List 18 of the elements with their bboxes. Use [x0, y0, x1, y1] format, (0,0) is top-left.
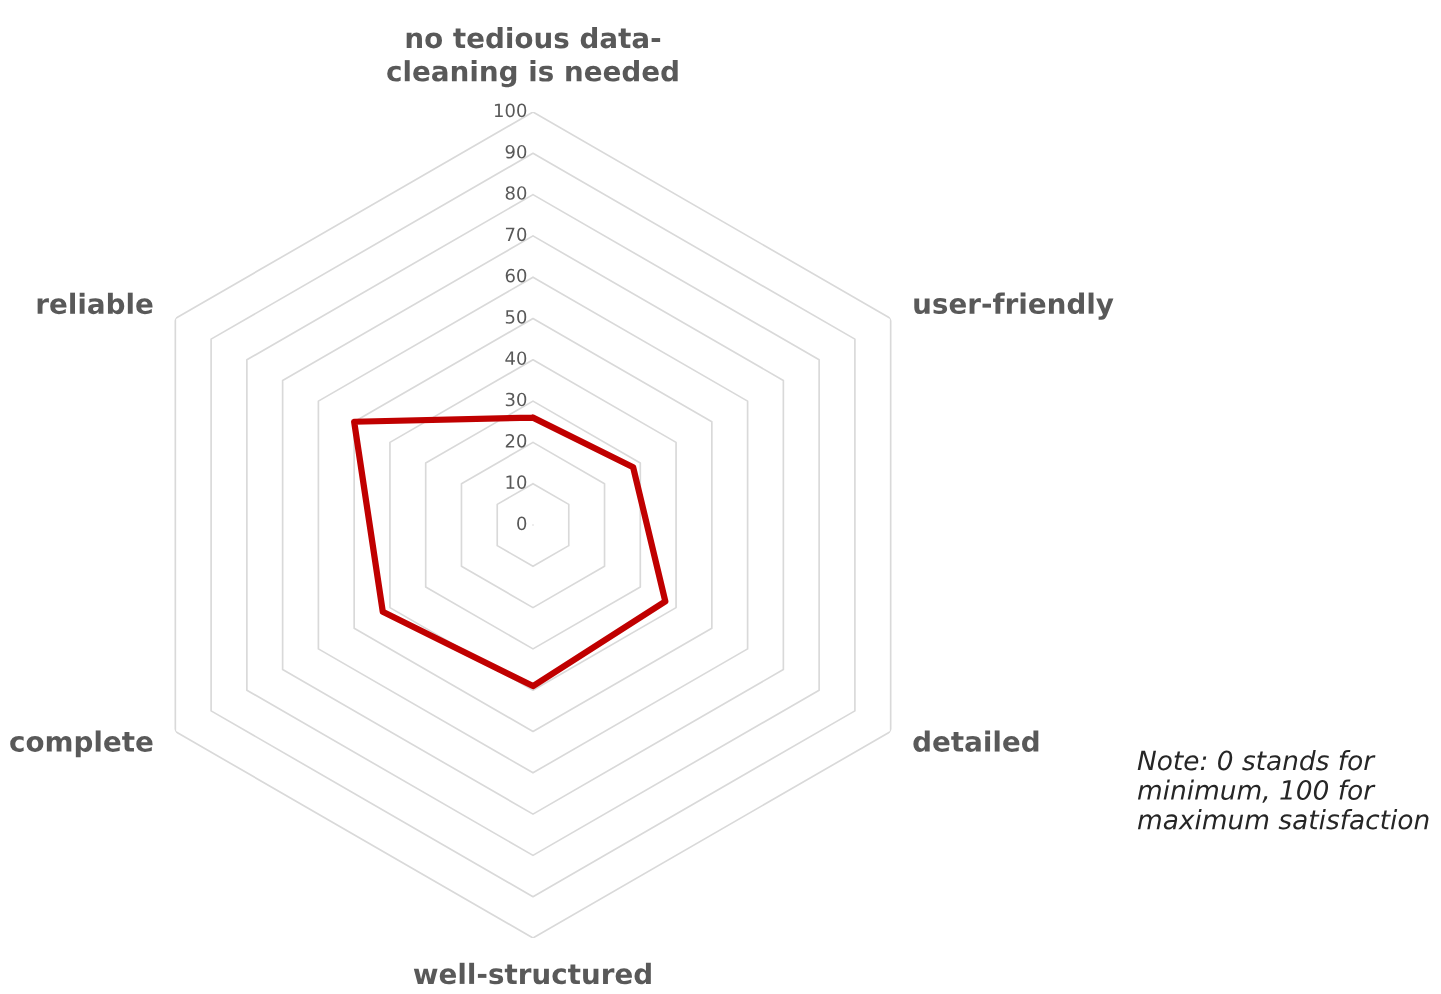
spoke-label: reliable: [37, 292, 153, 315]
y-tick-label: 80: [505, 186, 527, 200]
spoke-label: detailed: [913, 730, 1039, 752]
y-tick-label: 100: [494, 103, 527, 118]
y-tick-label: 10: [506, 475, 527, 489]
y-tick-label: 20: [505, 433, 527, 448]
y-tick-label: 50: [505, 310, 527, 324]
y-tick-label: 30: [505, 392, 527, 407]
y-tick-label: 40: [505, 351, 527, 366]
y-tick-label: 70: [505, 227, 527, 242]
spoke-label: well-structured: [413, 962, 651, 985]
spoke-label: user-friendly: [914, 292, 1114, 320]
y-tick-label: 60: [505, 268, 527, 283]
spoke-label: complete: [10, 730, 153, 758]
y-tick-label: 0: [517, 516, 527, 531]
text: Note: 0 stands for minimum, 100 for maximum satisfaction: [1137, 750, 1429, 830]
spoke-label: no tedious data-cleaning is needed: [387, 26, 678, 88]
y-tick-label: 90: [505, 144, 527, 159]
